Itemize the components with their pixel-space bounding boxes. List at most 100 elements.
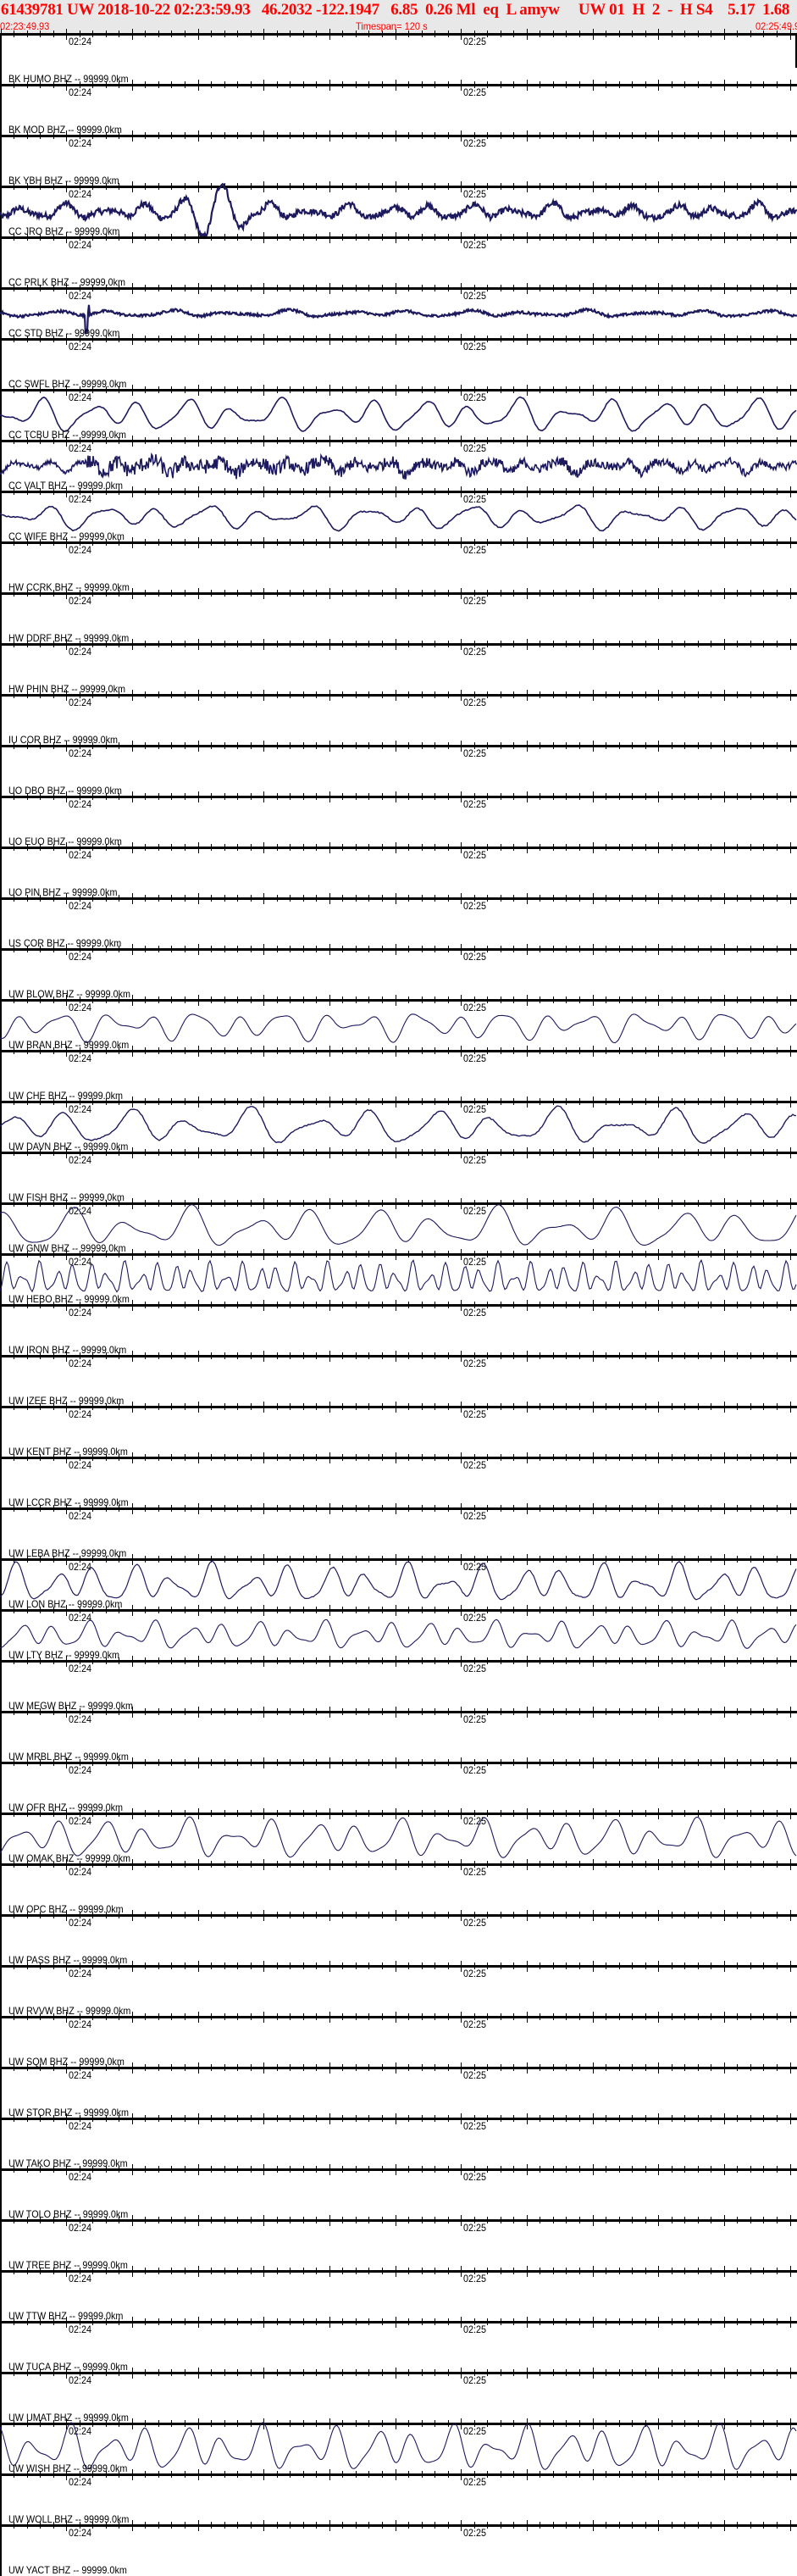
- station-label: UW TREE BHZ -- 99999.0km: [8, 2259, 128, 2271]
- minor-tick: [158, 31, 159, 37]
- minor-tick: [750, 132, 751, 139]
- minor-tick: [277, 1657, 278, 1664]
- major-tick: [66, 1249, 67, 1260]
- major-tick: [658, 2368, 659, 2379]
- minor-tick: [553, 2268, 554, 2274]
- minor-tick: [303, 1047, 304, 1054]
- major-tick: [790, 181, 791, 192]
- minor-tick: [342, 2064, 343, 2071]
- minor-tick: [382, 691, 383, 698]
- minor-tick: [487, 132, 488, 139]
- minor-tick: [40, 742, 41, 749]
- minor-tick: [224, 2013, 225, 2020]
- minor-tick: [92, 2522, 93, 2529]
- major-tick: [658, 2418, 659, 2429]
- minor-tick: [619, 81, 620, 88]
- minor-tick: [251, 2420, 252, 2427]
- minor-tick: [303, 1810, 304, 1817]
- minor-tick: [645, 946, 646, 952]
- minor-tick: [40, 1556, 41, 1563]
- minor-tick: [579, 2268, 580, 2274]
- minor-tick: [698, 2369, 699, 2376]
- minor-tick: [158, 590, 159, 597]
- minor-tick: [737, 946, 738, 952]
- minor-tick: [251, 2522, 252, 2529]
- minor-tick: [303, 2369, 304, 2376]
- minor-tick: [434, 1505, 435, 1512]
- time-axis: [0, 1457, 797, 1459]
- time-axis: [0, 84, 797, 86]
- minor-tick: [290, 2522, 291, 2529]
- minor-tick: [408, 1251, 409, 1257]
- minor-tick: [303, 31, 304, 37]
- minor-tick: [40, 437, 41, 444]
- major-tick: [461, 2469, 462, 2480]
- minor-tick: [737, 539, 738, 546]
- minor-tick: [224, 2217, 225, 2223]
- major-tick: [329, 436, 330, 447]
- minor-tick: [513, 997, 514, 1003]
- minor-tick: [632, 1963, 633, 1969]
- major-tick: [658, 1096, 659, 1108]
- major-tick: [790, 2113, 791, 2124]
- minor-tick: [303, 895, 304, 902]
- minor-tick: [684, 1912, 685, 1918]
- minor-tick: [422, 2013, 423, 2020]
- minor-tick: [251, 946, 252, 952]
- minor-tick: [777, 895, 778, 902]
- minor-tick: [566, 336, 567, 342]
- minor-tick: [224, 2115, 225, 2122]
- major-tick: [329, 334, 330, 345]
- minor-tick: [448, 1708, 449, 1715]
- time-tick-label: 02:25: [463, 1968, 487, 1979]
- minor-tick: [750, 1454, 751, 1461]
- major-tick: [66, 334, 67, 345]
- minor-tick: [224, 336, 225, 342]
- major-tick: [66, 2062, 67, 2074]
- minor-tick: [777, 1251, 778, 1257]
- major-tick: [66, 1046, 67, 1057]
- major-tick: [461, 741, 462, 752]
- minor-tick: [237, 997, 238, 1003]
- minor-tick: [474, 2064, 475, 2071]
- minor-tick: [579, 132, 580, 139]
- time-tick-label: 02:25: [463, 1866, 487, 1878]
- minor-tick: [422, 1505, 423, 1512]
- major-tick: [329, 283, 330, 294]
- major-tick: [658, 944, 659, 955]
- minor-tick: [290, 2471, 291, 2478]
- major-tick: [658, 1402, 659, 1413]
- minor-tick: [40, 2522, 41, 2529]
- minor-tick: [92, 641, 93, 647]
- minor-tick: [303, 81, 304, 88]
- minor-tick: [645, 1352, 646, 1359]
- time-axis: [0, 1660, 797, 1663]
- major-tick: [198, 690, 199, 701]
- minor-tick: [40, 2471, 41, 2478]
- minor-tick: [474, 437, 475, 444]
- major-tick: [329, 1198, 330, 1209]
- minor-tick: [290, 2268, 291, 2274]
- minor-tick: [368, 2166, 369, 2173]
- minor-tick: [750, 1047, 751, 1054]
- minor-tick: [303, 539, 304, 546]
- minor-tick: [645, 2064, 646, 2071]
- minor-tick: [684, 641, 685, 647]
- minor-tick: [382, 997, 383, 1003]
- station-label: UW CHE BHZ -- 99999.0km: [8, 1090, 124, 1102]
- minor-tick: [474, 895, 475, 902]
- minor-tick: [316, 2064, 317, 2071]
- minor-tick: [737, 844, 738, 851]
- time-axis: [0, 1050, 797, 1052]
- minor-tick: [553, 1352, 554, 1359]
- waveform-blow: [0, 1013, 797, 1044]
- minor-tick: [224, 132, 225, 139]
- major-tick: [132, 2012, 133, 2023]
- minor-tick: [290, 1657, 291, 1664]
- minor-tick: [211, 997, 212, 1003]
- minor-tick: [408, 1098, 409, 1105]
- minor-tick: [53, 285, 54, 291]
- minor-tick: [777, 1657, 778, 1664]
- minor-tick: [290, 1607, 291, 1613]
- major-tick: [790, 1096, 791, 1108]
